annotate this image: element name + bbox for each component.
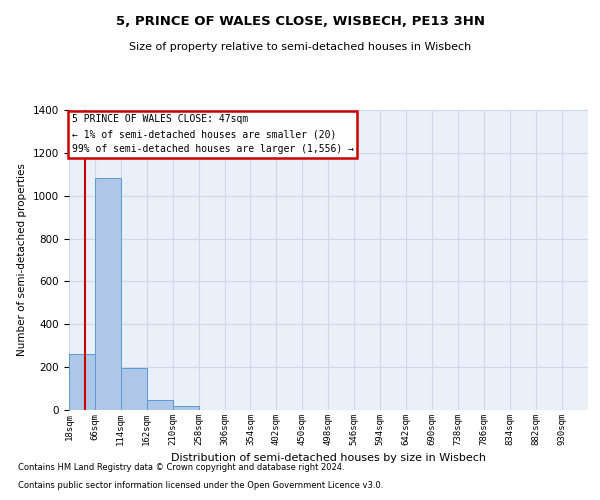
Bar bbox=[121, 368, 147, 410]
X-axis label: Distribution of semi-detached houses by size in Wisbech: Distribution of semi-detached houses by … bbox=[171, 454, 486, 464]
Text: Contains HM Land Registry data © Crown copyright and database right 2024.: Contains HM Land Registry data © Crown c… bbox=[18, 464, 344, 472]
Bar bbox=[147, 400, 173, 410]
Text: 5 PRINCE OF WALES CLOSE: 47sqm
← 1% of semi-detached houses are smaller (20)
99%: 5 PRINCE OF WALES CLOSE: 47sqm ← 1% of s… bbox=[71, 114, 353, 154]
Text: Size of property relative to semi-detached houses in Wisbech: Size of property relative to semi-detach… bbox=[129, 42, 471, 52]
Bar bbox=[95, 178, 121, 410]
Text: 5, PRINCE OF WALES CLOSE, WISBECH, PE13 3HN: 5, PRINCE OF WALES CLOSE, WISBECH, PE13 … bbox=[115, 15, 485, 28]
Bar bbox=[69, 354, 95, 410]
Y-axis label: Number of semi-detached properties: Number of semi-detached properties bbox=[17, 164, 28, 356]
Bar bbox=[173, 406, 199, 410]
Text: Contains public sector information licensed under the Open Government Licence v3: Contains public sector information licen… bbox=[18, 481, 383, 490]
